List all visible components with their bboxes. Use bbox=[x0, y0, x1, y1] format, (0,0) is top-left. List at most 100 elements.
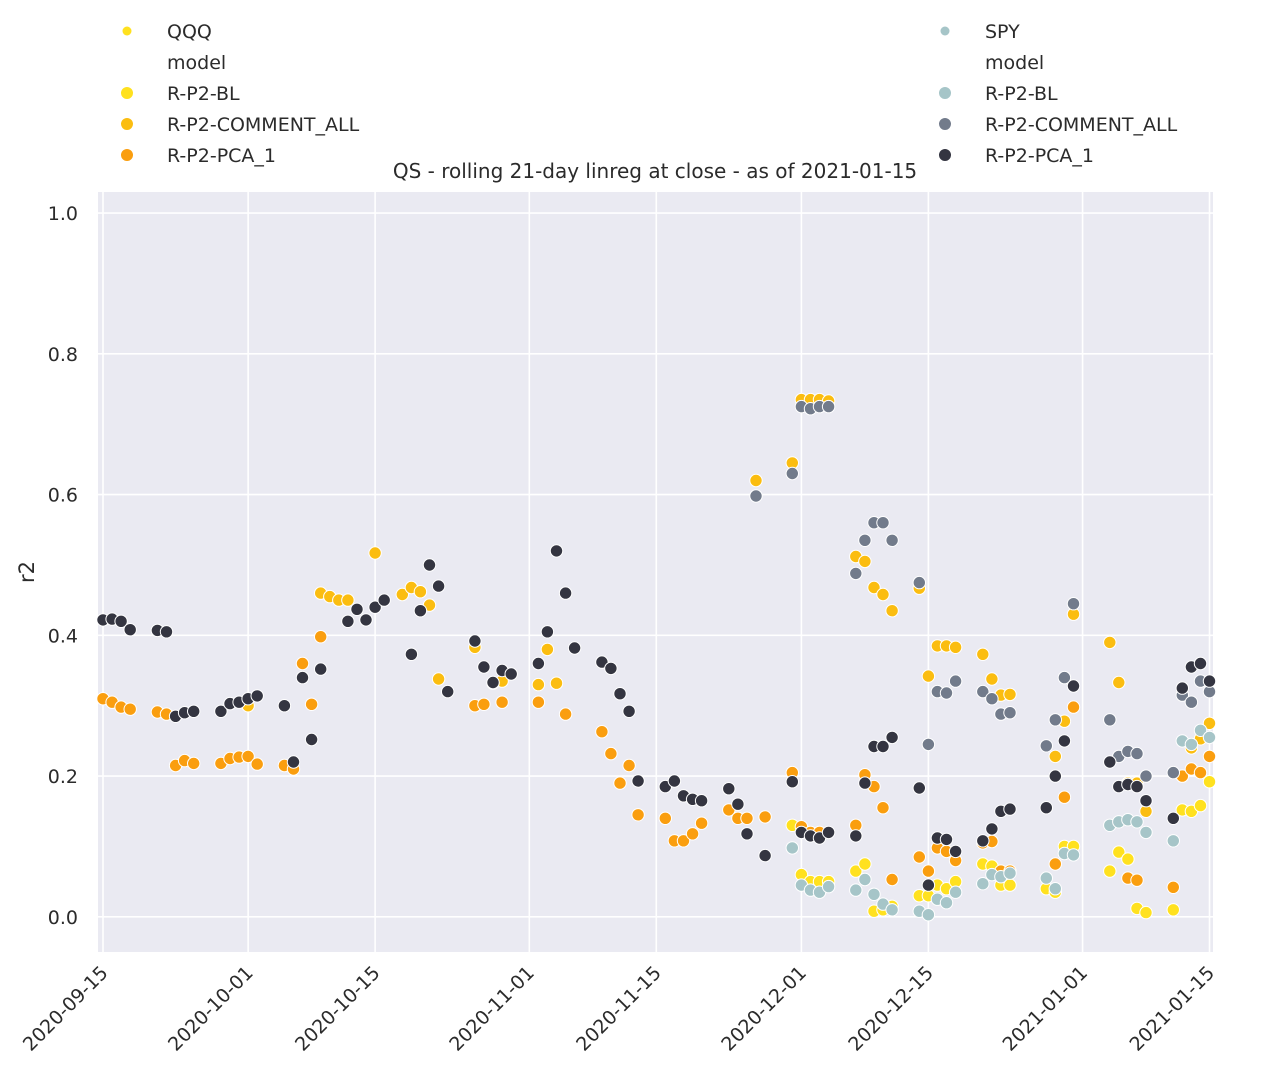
data-point bbox=[685, 827, 700, 841]
data-point bbox=[939, 832, 954, 847]
data-point bbox=[876, 587, 890, 602]
data-point bbox=[849, 864, 863, 878]
data-point bbox=[159, 625, 174, 639]
data-point bbox=[304, 732, 319, 747]
data-point bbox=[867, 887, 881, 901]
data-point bbox=[976, 877, 990, 891]
data-point bbox=[821, 825, 836, 840]
data-point bbox=[123, 702, 137, 716]
data-point bbox=[477, 697, 491, 711]
data-point bbox=[785, 466, 799, 481]
data-point bbox=[1112, 845, 1126, 859]
data-point bbox=[359, 613, 373, 627]
data-point bbox=[631, 808, 645, 822]
grid-lines bbox=[98, 192, 1213, 952]
legend-label: SPY bbox=[985, 21, 1020, 43]
data-point bbox=[1112, 675, 1126, 690]
data-point bbox=[658, 811, 672, 825]
data-point bbox=[241, 749, 255, 764]
data-point bbox=[114, 614, 128, 628]
data-point bbox=[604, 661, 618, 676]
legend-label: model bbox=[167, 52, 226, 74]
data-point bbox=[1193, 798, 1208, 813]
data-point bbox=[613, 687, 627, 701]
data-point bbox=[667, 774, 682, 788]
data-point bbox=[921, 878, 936, 892]
data-point bbox=[1066, 848, 1081, 862]
data-point bbox=[1175, 681, 1190, 695]
data-point bbox=[1202, 775, 1217, 789]
legend-label: R-P2-COMMENT_ALL bbox=[985, 114, 1178, 136]
data-point bbox=[1193, 723, 1208, 737]
data-point bbox=[885, 533, 899, 547]
data-point bbox=[858, 857, 872, 871]
data-point bbox=[676, 834, 691, 848]
data-point bbox=[876, 516, 890, 530]
y-tick-label: 0.2 bbox=[48, 766, 78, 788]
x-tick-label: 2020-11-15 bbox=[572, 962, 666, 1056]
legend-marker bbox=[938, 117, 952, 131]
legend-label: R-P2-BL bbox=[985, 83, 1058, 105]
data-point bbox=[558, 707, 573, 721]
data-point bbox=[749, 473, 763, 488]
data-point bbox=[1184, 695, 1199, 709]
data-point bbox=[549, 676, 564, 690]
data-point bbox=[1166, 765, 1181, 780]
data-point bbox=[1066, 700, 1081, 714]
data-point bbox=[1066, 679, 1081, 693]
data-point bbox=[1048, 713, 1063, 727]
data-point bbox=[1103, 755, 1117, 769]
y-axis-label: r2 bbox=[15, 561, 39, 583]
data-point bbox=[1039, 801, 1054, 815]
data-point bbox=[404, 647, 419, 661]
data-point bbox=[1039, 871, 1054, 885]
data-point bbox=[740, 811, 754, 825]
legend-label: model bbox=[985, 52, 1044, 74]
data-point bbox=[1130, 779, 1144, 794]
data-point bbox=[187, 756, 201, 771]
legend-marker bbox=[120, 148, 134, 162]
legend-marker bbox=[120, 86, 134, 100]
data-point bbox=[413, 585, 428, 599]
data-point bbox=[694, 816, 709, 830]
data-point bbox=[939, 896, 954, 910]
data-point bbox=[948, 640, 963, 654]
legend-marker bbox=[938, 86, 952, 100]
data-point bbox=[214, 704, 228, 718]
data-point bbox=[912, 575, 926, 590]
legend-marker bbox=[122, 26, 132, 36]
data-point bbox=[250, 689, 264, 703]
data-point bbox=[912, 781, 926, 795]
data-point bbox=[187, 704, 201, 718]
data-point bbox=[1103, 635, 1117, 650]
data-point bbox=[921, 669, 936, 683]
data-point bbox=[921, 864, 936, 878]
x-tick-label: 2020-10-15 bbox=[291, 962, 385, 1056]
data-point bbox=[821, 879, 836, 894]
x-tick-labels: 2020-09-15 2020-10-01 2020-10-15 2020-11-01… bbox=[19, 962, 1219, 1056]
chart-title: QS - rolling 21-day linreg at close - as… bbox=[393, 159, 917, 183]
data-point bbox=[604, 746, 618, 761]
data-point bbox=[495, 695, 509, 709]
data-point bbox=[858, 872, 872, 887]
data-point bbox=[1057, 670, 1072, 685]
data-point bbox=[1139, 825, 1153, 840]
data-point bbox=[921, 908, 936, 922]
data-point bbox=[622, 758, 636, 773]
data-point bbox=[749, 489, 763, 503]
data-point bbox=[486, 675, 500, 690]
legend-marker bbox=[940, 26, 950, 36]
data-point bbox=[849, 883, 863, 897]
data-point bbox=[985, 692, 999, 706]
y-tick-label: 1.0 bbox=[48, 203, 78, 225]
data-point bbox=[1202, 674, 1217, 688]
legend: QQQ model R-P2-BL R-P2-COMMENT_ALL R-P2-PCA_… bbox=[120, 21, 1178, 167]
data-point bbox=[477, 660, 491, 674]
data-point bbox=[1184, 737, 1199, 752]
data-point bbox=[277, 699, 292, 713]
data-point bbox=[531, 695, 546, 709]
data-point bbox=[1139, 769, 1153, 783]
data-point bbox=[1193, 656, 1208, 671]
data-point bbox=[531, 656, 546, 671]
